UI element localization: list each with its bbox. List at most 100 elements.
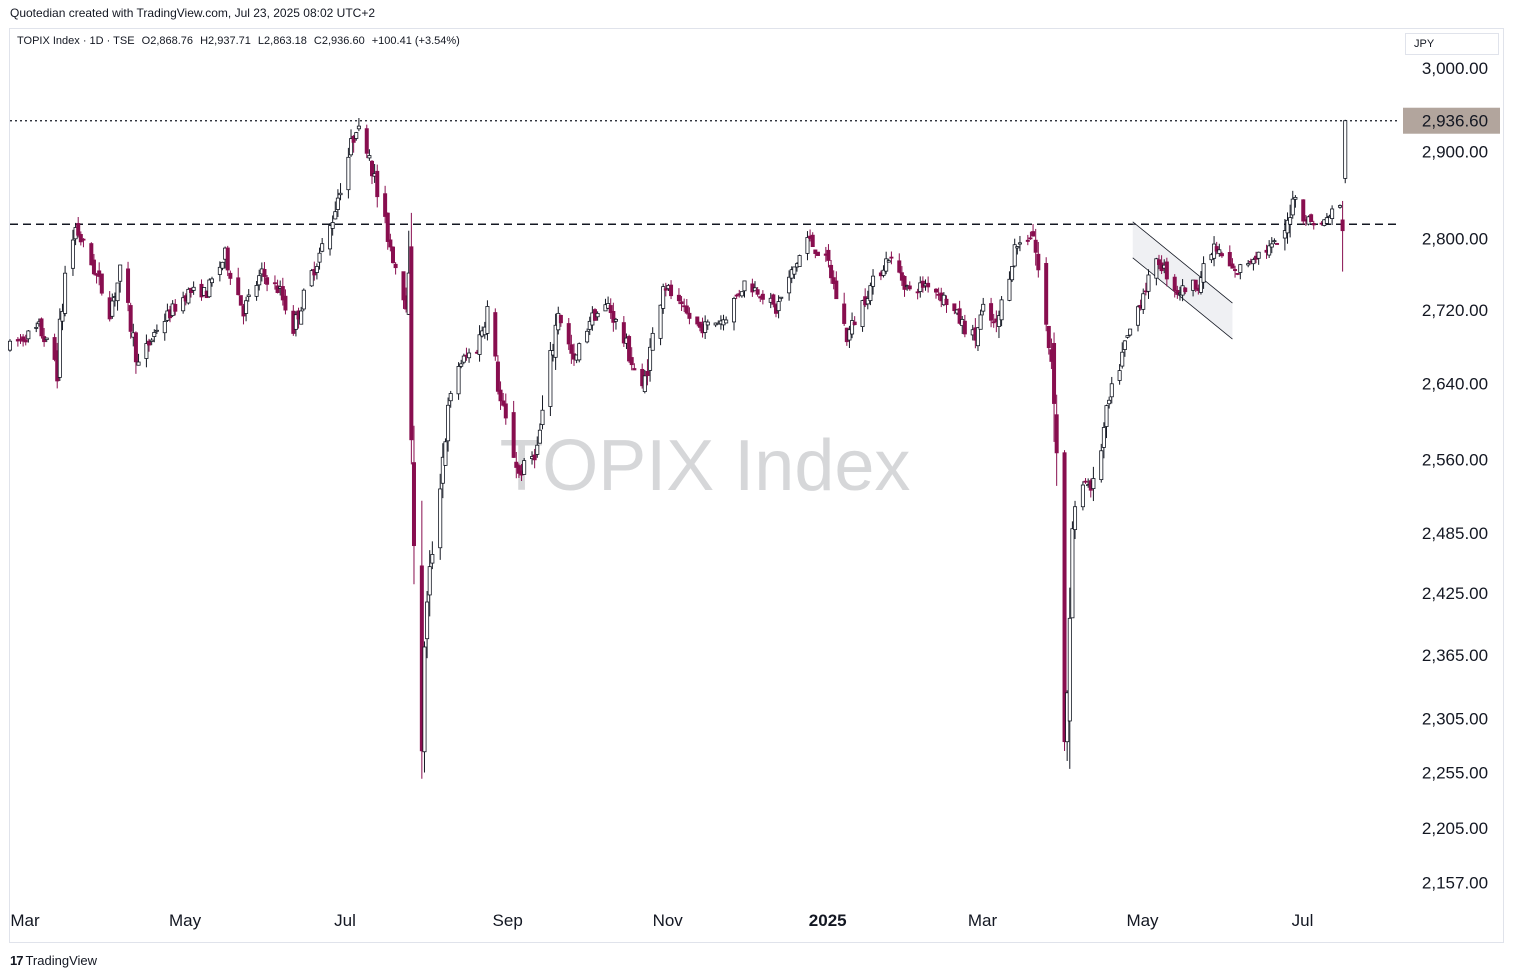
candle-body bbox=[128, 305, 133, 332]
candle-body bbox=[301, 289, 306, 310]
candle-body bbox=[650, 332, 655, 351]
candle-body bbox=[642, 375, 647, 392]
candle-body bbox=[889, 256, 894, 259]
candle-body bbox=[438, 488, 443, 549]
x-tick-label: Mar bbox=[968, 911, 998, 930]
candle-body bbox=[181, 297, 186, 312]
candle-body bbox=[254, 285, 259, 297]
last-price-marker: 2,936.60 bbox=[1403, 107, 1500, 134]
candle-body bbox=[1288, 217, 1293, 225]
candle-body bbox=[577, 343, 582, 361]
currency-selector[interactable]: JPY bbox=[1405, 33, 1499, 55]
candle-body bbox=[1070, 528, 1075, 619]
candle-body bbox=[477, 334, 482, 355]
candle-body bbox=[349, 138, 354, 156]
legend-symbol[interactable]: TOPIX Index · 1D · TSE bbox=[17, 35, 135, 47]
candle-body bbox=[1122, 340, 1127, 350]
y-tick-label: 2,720.00 bbox=[1422, 301, 1488, 320]
legend-high: H2,937.71 bbox=[200, 35, 251, 47]
channel-upper-line[interactable] bbox=[1132, 221, 1233, 304]
candle-body bbox=[320, 243, 325, 252]
chart-caption: Quotedian created with TradingView.com, … bbox=[10, 6, 375, 20]
candle-body bbox=[1036, 253, 1041, 271]
candle-body bbox=[388, 239, 393, 248]
candle-body bbox=[669, 284, 674, 297]
candle-body bbox=[852, 321, 857, 326]
candle-body bbox=[535, 444, 540, 455]
x-tick-label: Jul bbox=[1292, 911, 1314, 930]
candle-body bbox=[356, 125, 361, 130]
candle-body bbox=[427, 566, 432, 596]
footer-brand[interactable]: 17 TradingView bbox=[10, 953, 97, 968]
candle-body bbox=[684, 305, 689, 314]
x-tick-label: Nov bbox=[653, 911, 684, 930]
candle-body bbox=[70, 239, 75, 269]
candle-body bbox=[1164, 261, 1169, 280]
candle-body bbox=[393, 263, 398, 269]
candle-body bbox=[1156, 259, 1161, 266]
y-tick-label: 2,205.00 bbox=[1422, 819, 1488, 838]
candle-body bbox=[191, 286, 196, 291]
candle-body bbox=[354, 132, 359, 139]
candle-body bbox=[999, 299, 1004, 321]
candle-body bbox=[364, 128, 369, 154]
candle-body bbox=[338, 192, 343, 196]
candle-body bbox=[1154, 258, 1159, 279]
candle-body bbox=[317, 252, 322, 263]
candle-body bbox=[275, 285, 280, 293]
candle-body bbox=[1067, 617, 1072, 722]
candle-body bbox=[978, 314, 983, 330]
candle-body bbox=[1083, 480, 1088, 483]
candle-body bbox=[501, 400, 506, 406]
candle-body bbox=[991, 321, 996, 324]
candle-body bbox=[915, 291, 920, 294]
candle-body bbox=[411, 462, 416, 547]
candle-body bbox=[850, 320, 855, 335]
candle-body bbox=[217, 266, 222, 275]
candle-body bbox=[739, 291, 744, 297]
candle-body bbox=[511, 412, 516, 458]
candle-body bbox=[732, 298, 737, 323]
candle-body bbox=[611, 311, 616, 323]
candle-body bbox=[865, 298, 870, 305]
candle-body bbox=[760, 293, 765, 300]
candle-body bbox=[886, 260, 891, 263]
candle-body bbox=[537, 429, 542, 444]
candle-body bbox=[144, 343, 149, 359]
candle-body bbox=[91, 259, 96, 275]
candle-body bbox=[1091, 478, 1096, 490]
candle-body bbox=[461, 355, 466, 363]
candle-body bbox=[503, 403, 508, 419]
candle-body bbox=[448, 393, 453, 402]
candle-body bbox=[309, 270, 314, 287]
x-axis[interactable]: Mar May Jul Sep Nov 2025 Mar May Jul bbox=[10, 911, 1313, 930]
candle-body bbox=[1330, 208, 1335, 219]
candle-body bbox=[1275, 243, 1280, 245]
candle-body bbox=[627, 336, 632, 362]
candle-body bbox=[514, 461, 519, 468]
candle-body bbox=[409, 246, 414, 441]
candle-body bbox=[23, 339, 28, 343]
candle-body bbox=[89, 243, 94, 266]
candle-body bbox=[661, 286, 666, 309]
candle-body bbox=[1309, 214, 1314, 223]
candle-body bbox=[7, 340, 12, 351]
candle-body bbox=[173, 303, 178, 312]
legend-low: L2,863.18 bbox=[257, 35, 307, 47]
candle-body bbox=[1193, 279, 1198, 290]
candle-body bbox=[1007, 278, 1012, 301]
candle-body bbox=[1343, 120, 1348, 179]
y-axis[interactable]: 3,000.00 2,900.00 2,800.00 2,720.00 2,640.00… bbox=[1422, 59, 1488, 892]
candle-body bbox=[658, 304, 663, 339]
candle-body bbox=[926, 282, 931, 288]
y-tick-label: 2,800.00 bbox=[1422, 229, 1488, 248]
candle-body bbox=[753, 287, 758, 292]
candle-body bbox=[902, 275, 907, 290]
candle-body bbox=[1183, 287, 1188, 293]
candle-body bbox=[705, 321, 710, 326]
candle-body bbox=[1101, 427, 1106, 448]
candle-body bbox=[459, 363, 464, 367]
candle-body bbox=[78, 234, 83, 243]
candle-body bbox=[39, 318, 44, 337]
